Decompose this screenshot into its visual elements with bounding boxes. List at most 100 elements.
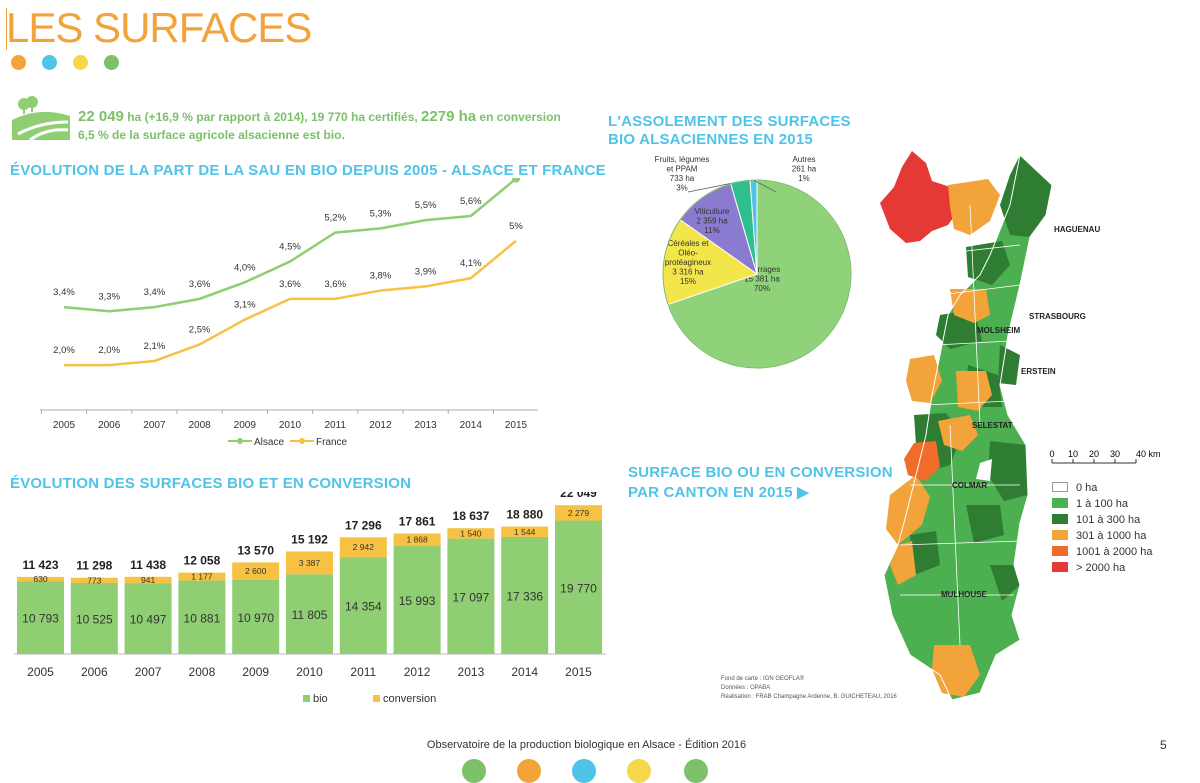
map-credit: Fond de carte : IGN GEOFLA® <box>721 676 804 682</box>
footer-dot-green <box>462 759 486 783</box>
bar-total-label: 11 423 <box>22 558 58 572</box>
pie-slice-label: Fruits, légumes <box>655 155 710 164</box>
footer-dot-green-2 <box>684 759 708 783</box>
data-label: 3,1% <box>234 300 256 311</box>
x-tick-label: 2007 <box>135 665 162 679</box>
city-label-selestat: SELESTAT <box>972 421 1013 430</box>
field-icon <box>10 94 72 142</box>
alsace-canton-map <box>870 145 1060 705</box>
bar-label-bio: 10 970 <box>237 611 274 625</box>
footer-dot-blue <box>572 759 596 783</box>
bar-label-bio: 10 525 <box>76 612 113 626</box>
x-tick-label: 2011 <box>324 420 346 431</box>
bar-total-label: 11 298 <box>76 559 112 573</box>
legend-label: Alsace <box>254 437 284 448</box>
assolement-title-line2: BIO ALSACIENNES EN 2015 <box>608 131 813 148</box>
legend-label: bio <box>313 693 328 705</box>
pie-slice-label: 3 316 ha <box>672 268 704 277</box>
x-tick-label: 2009 <box>234 420 257 431</box>
data-label: 5,2% <box>324 213 346 224</box>
bar-total-label: 15 192 <box>291 532 328 546</box>
data-label: 2,1% <box>144 341 166 352</box>
data-label: 5,6% <box>460 196 482 207</box>
data-label: 4,1% <box>460 258 482 269</box>
sau-chart-title: ÉVOLUTION DE LA PART DE LA SAU EN BIO DE… <box>10 162 606 179</box>
bar-label-bio: 15 993 <box>399 594 436 608</box>
bar-total-label: 17 296 <box>345 518 382 532</box>
headline: 22 049 ha (+16,9 % par rapport à 2014), … <box>78 108 561 144</box>
series-line-france <box>64 241 516 365</box>
x-tick-label: 2012 <box>404 665 431 679</box>
bar-total-label: 12 058 <box>184 554 221 568</box>
legend-swatch <box>1052 546 1068 556</box>
city-label-molsheim: MOLSHEIM <box>977 326 1020 335</box>
canton-dark-green <box>1000 155 1052 237</box>
headline-line2: 6,5 % de la surface agricole alsacienne … <box>78 126 561 144</box>
x-tick-label: 2011 <box>350 665 376 679</box>
legend-swatch <box>1052 530 1068 540</box>
data-label: 3,4% <box>53 287 75 298</box>
canton-title-line1: SURFACE BIO OU EN CONVERSION <box>628 464 893 481</box>
x-tick-label: 2009 <box>242 665 269 679</box>
scale-tick: 10 <box>1068 449 1078 459</box>
legend-marker <box>237 438 243 444</box>
x-tick-label: 2007 <box>143 420 166 431</box>
data-label: 3,6% <box>189 279 211 290</box>
legend-label: 0 ha <box>1076 482 1097 494</box>
x-tick-label: 2006 <box>98 420 121 431</box>
canton-orange <box>948 179 1000 235</box>
scale-tick: 0 <box>1049 449 1054 459</box>
city-label-haguenau: HAGUENAU <box>1054 225 1100 234</box>
bar-label-conversion: 2 279 <box>568 508 590 518</box>
x-tick-label: 2005 <box>53 420 76 431</box>
legend-label: 1001 à 2000 ha <box>1076 546 1152 558</box>
headline-conversion-label: en conversion <box>476 110 561 124</box>
city-label-strasbourg: STRASBOURG <box>1029 312 1086 321</box>
bar-label-bio: 17 336 <box>506 589 543 603</box>
bar-total-label: 22 049 <box>560 492 597 500</box>
data-label: 2,0% <box>98 345 120 356</box>
legend-swatch <box>303 695 310 702</box>
header-dot-orange <box>11 55 26 70</box>
x-tick-label: 2008 <box>189 665 216 679</box>
bar-label-conversion: 1 868 <box>406 535 428 545</box>
bar-label-bio: 10 881 <box>184 611 221 625</box>
bar-label-conversion: 3 387 <box>299 558 321 568</box>
data-label: 2,0% <box>53 345 75 356</box>
x-tick-label: 2008 <box>188 420 211 431</box>
pie-slice-label: 261 ha <box>792 165 817 174</box>
pie-slice-label: Oléo- <box>678 249 698 258</box>
canton-title-line2: PAR CANTON EN 2015 ▶ <box>628 483 809 501</box>
pie-slice-label: 3% <box>676 184 688 193</box>
bar-label-conversion: 1 540 <box>460 528 482 538</box>
map-scale-bar: 0 10 20 30 40 km <box>1046 447 1166 469</box>
header-dot-blue <box>42 55 57 70</box>
data-label: 2,5% <box>189 324 211 335</box>
legend-label: conversion <box>383 693 436 705</box>
legend-label: 101 à 300 ha <box>1076 514 1140 526</box>
bar-label-bio: 17 097 <box>453 590 490 604</box>
legend-swatch <box>1052 482 1068 492</box>
data-label: 5,5% <box>415 200 437 211</box>
bar-label-bio: 10 497 <box>130 613 167 627</box>
header-dot-green <box>104 55 119 70</box>
x-tick-label: 2006 <box>81 665 108 679</box>
pie-slice-label: protéagineux <box>665 258 711 267</box>
pie-slice-label: 1% <box>798 174 810 183</box>
data-label: 5% <box>509 221 523 232</box>
legend-label: > 2000 ha <box>1076 562 1125 574</box>
city-label-colmar: COLMAR <box>952 481 987 490</box>
data-label: 3,4% <box>144 287 166 298</box>
pie-slice-label: 11% <box>704 226 719 235</box>
map-credit: Données : OPABA <box>721 685 770 691</box>
map-legend-item: 1 à 100 ha <box>1052 498 1128 510</box>
map-credit: Réalisation : FRAB Champagne Ardenne, B.… <box>721 694 897 700</box>
headline-detail: ha (+16,9 % par rapport à 2014), 19 770 … <box>124 110 421 124</box>
bar-label-conversion: 630 <box>33 574 47 584</box>
legend-marker <box>299 438 305 444</box>
bar-total-label: 11 438 <box>130 558 166 572</box>
bar-label-bio: 11 805 <box>292 608 328 622</box>
legend-swatch <box>1052 514 1068 524</box>
bar-total-label: 17 861 <box>399 514 436 528</box>
